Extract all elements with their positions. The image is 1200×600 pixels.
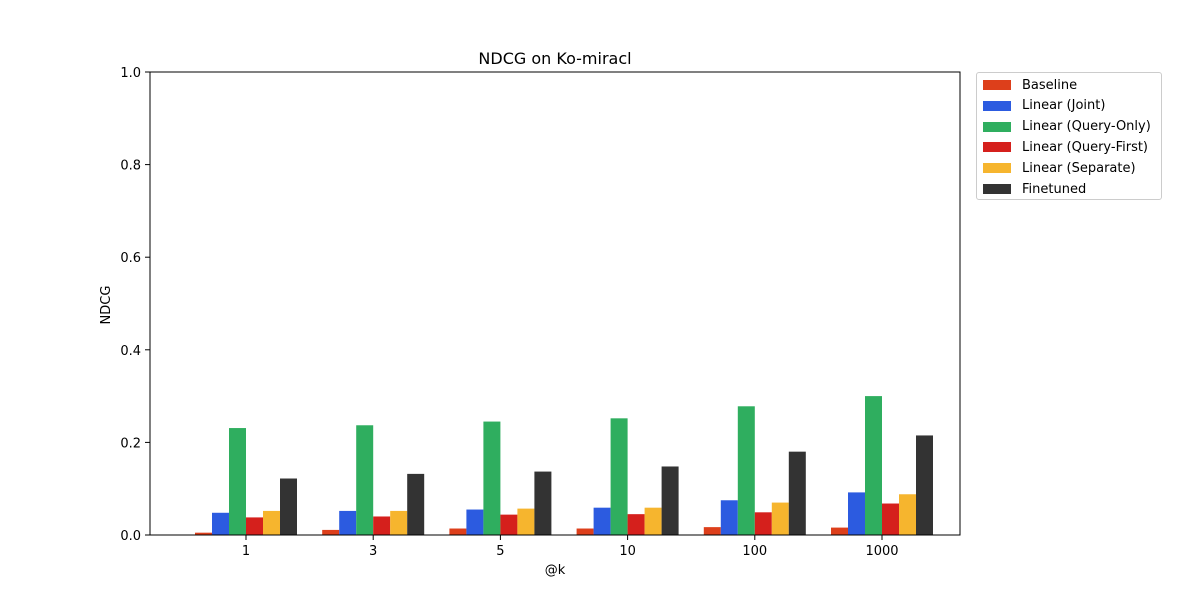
bar-linear-query-first-1	[246, 517, 263, 535]
x-tick-label: 100	[742, 544, 767, 559]
legend-label: Linear (Separate)	[1022, 160, 1136, 176]
legend-label: Linear (Query-Only)	[1022, 119, 1151, 135]
legend-item: Baseline	[983, 75, 1077, 95]
bar-linear-separate-1000	[899, 494, 916, 535]
bar-finetuned-100	[788, 451, 806, 535]
bar-baseline-5	[449, 528, 467, 535]
bar-linear-query-first-100	[754, 512, 772, 535]
y-axis-label: NDCG	[99, 286, 114, 325]
bar-linear-query-only-1000	[865, 396, 882, 535]
x-tick-label: 1	[242, 544, 250, 559]
bar-linear-separate-10	[644, 507, 662, 535]
legend-item: Linear (Query-First)	[983, 137, 1148, 157]
y-tick-label: 1.0	[120, 66, 141, 81]
y-tick-label: 0.6	[120, 251, 141, 266]
y-ticks: 0.0 0.2 0.4 0.6 0.8 1.0	[120, 66, 150, 544]
bar-linear-query-first-10	[627, 514, 645, 535]
y-tick-label: 0.2	[120, 436, 141, 451]
chart-title: NDCG on Ko-miracl	[478, 49, 631, 68]
bar-linear-query-only-3	[356, 425, 374, 535]
bar-linear-joint-1	[212, 512, 229, 535]
bar-baseline-1000	[831, 527, 848, 535]
plot-frame	[149, 71, 961, 536]
y-tick-label: 0.4	[120, 344, 141, 359]
x-tick-label: 10	[619, 544, 636, 559]
x-tick-label: 1000	[865, 544, 898, 559]
bars-group	[195, 396, 933, 535]
legend-label: Finetuned	[1022, 181, 1087, 197]
bar-linear-separate-1	[263, 510, 280, 535]
y-tick-label: 0.0	[120, 529, 141, 544]
bar-linear-query-first-3	[373, 516, 391, 535]
bar-linear-separate-5	[517, 508, 535, 535]
legend-item: Finetuned	[983, 179, 1086, 199]
bar-linear-separate-100	[771, 502, 789, 535]
legend-item: Linear (Joint)	[983, 96, 1105, 116]
legend-swatch	[983, 184, 1011, 194]
bar-baseline-1	[195, 532, 212, 535]
legend-label: Baseline	[1022, 77, 1078, 93]
bar-linear-separate-3	[390, 510, 408, 535]
bar-linear-joint-3	[339, 510, 357, 535]
legend: Baseline Linear (Joint) Linear (Query-Only…	[976, 72, 1162, 200]
legend-label: Linear (Joint)	[1022, 98, 1106, 114]
x-tick-label: 3	[369, 544, 377, 559]
legend-label: Linear (Query-First)	[1022, 139, 1149, 155]
x-axis-label: @k	[545, 563, 566, 578]
bar-finetuned-10	[661, 466, 679, 535]
bar-linear-joint-5	[466, 509, 484, 535]
legend-item: Linear (Separate)	[983, 158, 1136, 178]
bar-linear-joint-10	[593, 507, 611, 535]
legend-swatch	[983, 163, 1011, 174]
bar-baseline-100	[703, 527, 721, 535]
legend-swatch	[983, 100, 1011, 111]
bar-linear-query-only-1	[229, 428, 246, 535]
x-ticks: 1 3 5 10 100 1000	[242, 535, 899, 559]
bar-linear-joint-1000	[848, 492, 865, 535]
bar-linear-joint-100	[720, 500, 738, 535]
legend-swatch	[983, 80, 1011, 90]
legend-swatch	[983, 121, 1011, 132]
legend-swatch	[983, 142, 1011, 153]
bar-finetuned-1	[280, 478, 297, 535]
bar-finetuned-5	[534, 471, 552, 535]
legend-item: Linear (Query-Only)	[983, 117, 1151, 137]
bar-linear-query-only-100	[737, 406, 755, 535]
bar-linear-query-only-10	[610, 418, 628, 535]
bar-baseline-10	[576, 528, 594, 535]
bar-linear-query-only-5	[483, 421, 501, 535]
x-tick-label: 5	[496, 544, 504, 559]
y-tick-label: 0.8	[120, 159, 141, 174]
bar-finetuned-3	[407, 473, 425, 535]
bar-linear-query-first-5	[500, 514, 518, 535]
bar-linear-query-first-1000	[882, 503, 899, 535]
bar-baseline-3	[322, 529, 340, 535]
bar-finetuned-1000	[916, 435, 933, 535]
